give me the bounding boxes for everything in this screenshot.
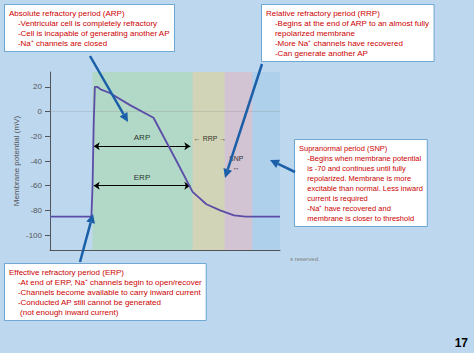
- svg-text:20: 20: [33, 82, 42, 91]
- svg-text:s reserved.: s reserved.: [290, 256, 320, 262]
- svg-text:Relative refractory period (RR: Relative refractory period (RRP): [266, 9, 380, 18]
- svg-text:-Na⁺ have recovered and: -Na⁺ have recovered and: [299, 204, 391, 213]
- svg-text:← RRP →: ← RRP →: [194, 135, 227, 142]
- svg-text:-100: -100: [26, 231, 43, 240]
- svg-text:-Conducted AP still cannot be: -Conducted AP still cannot be generated: [9, 298, 161, 307]
- svg-text:-Can generate another AP: -Can generate another AP: [266, 49, 368, 58]
- svg-text:ARP: ARP: [134, 133, 150, 142]
- svg-text:-Cell is incapable of generati: -Cell is incapable of generating another…: [9, 29, 170, 38]
- svg-text:repolarized membrane: repolarized membrane: [266, 29, 355, 38]
- svg-text:-More Na⁺ channels have recove: -More Na⁺ channels have recovered: [266, 39, 403, 48]
- svg-text:SNP: SNP: [229, 155, 244, 163]
- svg-text:-Channels become available to: -Channels become available to carry inwa…: [9, 288, 201, 297]
- svg-text:-At end of ERP, Na⁺ channels b: -At end of ERP, Na⁺ channels begin to op…: [9, 278, 202, 287]
- svg-text:Membrane potential (mV): Membrane potential (mV): [12, 116, 21, 207]
- svg-text:Effective refractory period (E: Effective refractory period (ERP): [9, 268, 124, 277]
- svg-text:repolarized. Membrane is more: repolarized. Membrane is more: [299, 174, 411, 183]
- svg-text:0: 0: [38, 107, 43, 116]
- svg-text:excitable than normal. Less in: excitable than normal. Less inward: [299, 184, 423, 193]
- svg-text:-40: -40: [30, 157, 42, 166]
- svg-text:(not enough inward current): (not enough inward current): [9, 308, 119, 317]
- svg-text:↔: ↔: [233, 164, 240, 171]
- svg-text:ERP: ERP: [134, 173, 150, 182]
- svg-text:-Ventricular cell is completel: -Ventricular cell is completely refracto…: [9, 19, 157, 28]
- svg-text:is -70 and continues until ful: is -70 and continues until fully: [299, 164, 406, 173]
- svg-text:-80: -80: [30, 206, 42, 215]
- svg-text:-20: -20: [30, 132, 42, 141]
- svg-text:Supranormal period (SNP): Supranormal period (SNP): [299, 144, 388, 153]
- svg-text:-Begins at the end of ARP to a: -Begins at the end of ARP to an almost f…: [266, 19, 429, 28]
- svg-text:-60: -60: [30, 181, 42, 190]
- svg-text:Absolute refractory period (AR: Absolute refractory period (ARP): [9, 9, 125, 18]
- svg-text:-Begins when membrane potentia: -Begins when membrane potential: [299, 154, 421, 163]
- svg-text:17: 17: [455, 336, 469, 350]
- svg-text:membrane is closer to threshol: membrane is closer to threshold: [299, 214, 414, 223]
- svg-text:-Na⁺ channels are closed: -Na⁺ channels are closed: [9, 39, 107, 48]
- svg-text:current is required: current is required: [299, 194, 368, 203]
